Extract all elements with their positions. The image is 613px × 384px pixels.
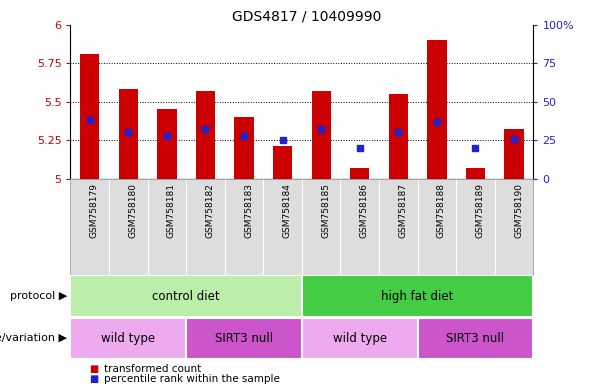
Bar (427, 40, 446, 179)
Text: SIRT3 null: SIRT3 null (215, 332, 273, 345)
Text: GSM758186: GSM758186 (360, 184, 369, 238)
Text: percentile rank within the sample: percentile rank within the sample (104, 374, 280, 384)
Bar (417, 318, 533, 359)
Text: GSM758187: GSM758187 (398, 184, 407, 238)
Text: GSM758184: GSM758184 (283, 184, 292, 238)
Text: genotype/variation ▶: genotype/variation ▶ (0, 333, 67, 343)
Text: GSM758188: GSM758188 (437, 184, 446, 238)
Bar (70, 275, 302, 317)
Bar (119, 89, 138, 179)
Bar (311, 91, 331, 179)
Text: transformed count: transformed count (104, 364, 202, 374)
Bar (389, 94, 408, 179)
Text: ■: ■ (89, 374, 98, 384)
Bar (302, 318, 417, 359)
Bar (158, 109, 177, 179)
Text: GSM758190: GSM758190 (514, 184, 523, 238)
Bar (80, 54, 99, 179)
Text: GSM758179: GSM758179 (89, 184, 99, 238)
Text: ■: ■ (89, 364, 98, 374)
Text: GSM758189: GSM758189 (476, 184, 484, 238)
Bar (350, 168, 370, 179)
Text: SIRT3 null: SIRT3 null (446, 332, 504, 345)
Bar (504, 129, 524, 179)
Text: GSM758180: GSM758180 (128, 184, 137, 238)
Bar (196, 91, 215, 179)
Text: high fat diet: high fat diet (381, 290, 454, 303)
Text: wild type: wild type (333, 332, 387, 345)
Text: GSM758185: GSM758185 (321, 184, 330, 238)
Bar (466, 168, 485, 179)
Bar (273, 146, 292, 179)
Text: GSM758182: GSM758182 (205, 184, 215, 238)
Text: GSM758181: GSM758181 (167, 184, 176, 238)
Text: wild type: wild type (101, 332, 156, 345)
Text: control diet: control diet (153, 290, 220, 303)
Text: protocol ▶: protocol ▶ (10, 291, 67, 301)
Bar (186, 318, 302, 359)
Bar (70, 318, 186, 359)
Text: GDS4817 / 10409990: GDS4817 / 10409990 (232, 10, 381, 23)
Text: GSM758183: GSM758183 (244, 184, 253, 238)
Bar (234, 117, 254, 179)
Bar (302, 275, 533, 317)
